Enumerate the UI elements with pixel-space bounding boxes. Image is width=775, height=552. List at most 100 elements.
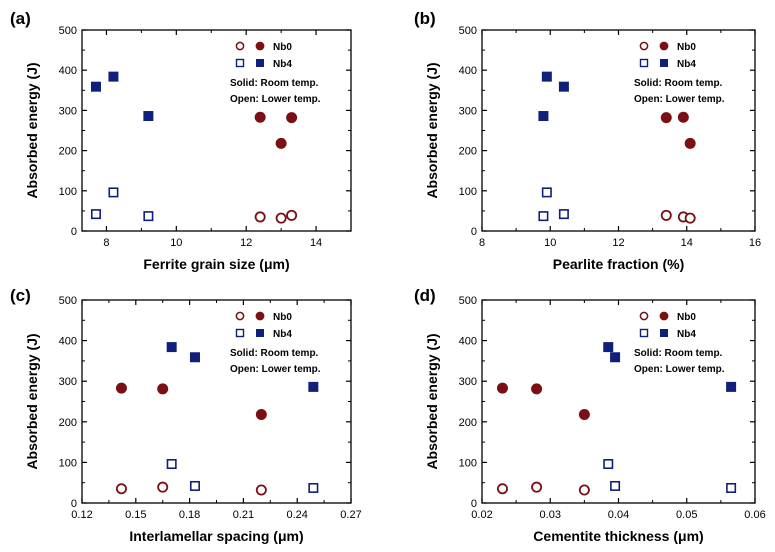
legend-nb0-open-marker: [235, 41, 245, 51]
point-nb0-room-temp: [496, 382, 508, 394]
point-nb4-room-temp: [90, 81, 101, 92]
legend-nb0-open-marker: [235, 311, 245, 321]
legend-nb4-open-marker: [639, 328, 649, 338]
point-nb4-room-temp: [308, 381, 319, 392]
plot-frame: [81, 299, 352, 504]
point-nb0-room-temp: [157, 383, 169, 395]
panel-d: (d) 0 100 200 300 400 500 0.02 0.03 0.04 0.05 0.06 C…: [414, 286, 766, 544]
point-nb4-lower-temp: [189, 480, 200, 491]
y-tick-label: 200: [459, 146, 477, 158]
legend-note-solid: Solid: Room temp.: [634, 348, 723, 359]
point-nb0-room-temp: [531, 383, 543, 395]
y-tick-label: 300: [459, 105, 477, 117]
legend-nb0-label: Nb0: [677, 312, 696, 323]
x-tick-label: 16: [749, 237, 761, 249]
point-nb4-room-temp: [143, 111, 154, 122]
point-nb0-lower-temp: [684, 212, 696, 224]
point-nb4-room-temp: [726, 381, 737, 392]
point-nb0-lower-temp: [531, 481, 543, 493]
point-nb4-room-temp: [189, 352, 200, 363]
legend-note-open: Open: Lower temp.: [634, 364, 725, 375]
legend-nb0-solid-marker: [659, 311, 669, 321]
legend-note-solid: Solid: Room temp.: [230, 78, 319, 89]
plot-frame: [481, 299, 756, 504]
x-tick-label: 0.21: [233, 509, 254, 521]
legend-nb4-label: Nb4: [273, 59, 292, 70]
panel-a: (a) 0 100 200 300 400 500 8 10 12 14 Ferrite grain …: [10, 9, 352, 272]
x-tick-label: 0.05: [676, 509, 697, 521]
point-nb0-room-temp: [286, 112, 298, 124]
point-nb4-room-temp: [541, 71, 552, 82]
legend-nb4-open-marker: [639, 58, 649, 68]
plot-frame: [81, 29, 352, 232]
point-nb0-room-temp: [677, 111, 689, 123]
x-tick-label: 0.27: [340, 509, 361, 521]
y-tick-label: 100: [459, 457, 477, 469]
y-tick-label: 0: [71, 498, 77, 510]
x-tick-label: 0.12: [71, 509, 92, 521]
legend-note-open: Open: Lower temp.: [634, 94, 725, 105]
legend-nb4-solid-marker: [256, 59, 264, 67]
legend-nb4-label: Nb4: [273, 329, 292, 340]
legend: Nb0 Nb4 Solid: Room temp. Open: Lower temp.: [634, 311, 725, 375]
point-nb0-room-temp: [684, 137, 696, 149]
x-tick-label: 0.02: [471, 509, 492, 521]
point-nb4-room-temp: [610, 352, 621, 363]
point-nb4-lower-temp: [90, 209, 101, 220]
legend-nb4-label: Nb4: [677, 59, 696, 70]
legend-nb0-label: Nb0: [273, 42, 292, 53]
legend-nb0-solid-marker: [255, 41, 265, 51]
y-tick-label: 400: [59, 65, 77, 77]
x-axis-label: Ferrite grain size (μm): [143, 256, 289, 272]
y-tick-label: 100: [59, 186, 77, 198]
x-tick-label: 0.24: [286, 509, 307, 521]
legend-nb0-label: Nb0: [273, 312, 292, 323]
legend-nb4-solid-marker: [256, 329, 264, 337]
point-nb0-room-temp: [254, 111, 266, 123]
y-tick-label: 400: [59, 336, 77, 348]
y-tick-label: 300: [459, 376, 477, 388]
panel-label: (c): [10, 286, 31, 305]
y-tick-label: 500: [459, 25, 477, 37]
legend-nb0-solid-marker: [659, 41, 669, 51]
point-nb4-lower-temp: [538, 211, 549, 222]
legend-note-solid: Solid: Room temp.: [230, 348, 319, 359]
y-axis-label: Absorbed energy (J): [24, 62, 40, 198]
y-tick-label: 400: [459, 336, 477, 348]
point-nb4-room-temp: [166, 342, 177, 353]
x-tick-label: 10: [544, 237, 556, 249]
legend-nb4-solid-marker: [660, 329, 668, 337]
legend-note-open: Open: Lower temp.: [230, 364, 321, 375]
legend-nb4-open-marker: [235, 58, 245, 68]
y-tick-label: 500: [59, 25, 77, 37]
y-tick-label: 0: [471, 498, 477, 510]
point-nb4-lower-temp: [108, 187, 119, 198]
legend-note-solid: Solid: Room temp.: [634, 78, 723, 89]
x-axis-label: Pearlite fraction (%): [553, 256, 684, 272]
x-tick-label: 14: [681, 237, 693, 249]
point-nb0-lower-temp: [255, 484, 267, 496]
x-tick-label: 8: [479, 237, 485, 249]
x-tick-label: 10: [170, 237, 182, 249]
y-tick-label: 300: [59, 376, 77, 388]
point-nb0-lower-temp: [275, 212, 287, 224]
y-tick-label: 100: [59, 457, 77, 469]
point-nb4-room-temp: [538, 111, 549, 122]
point-nb0-lower-temp: [115, 483, 127, 495]
x-tick-label: 0.15: [125, 509, 146, 521]
point-nb4-lower-temp: [603, 459, 614, 470]
x-tick-label: 0.18: [179, 509, 200, 521]
panel-b: (b) 0 100 200 300 400 500 8 10 12 14 16 Pearlite fra…: [414, 9, 761, 272]
point-nb4-lower-temp: [541, 187, 552, 198]
legend-nb0-open-marker: [639, 41, 649, 51]
panel-label: (d): [414, 286, 436, 305]
legend-nb0-solid-marker: [255, 311, 265, 321]
point-nb4-lower-temp: [166, 459, 177, 470]
y-axis-label: Absorbed energy (J): [424, 333, 440, 469]
panel-label: (b): [414, 9, 436, 28]
point-nb0-lower-temp: [496, 483, 508, 495]
x-tick-label: 12: [612, 237, 624, 249]
point-nb4-room-temp: [558, 81, 569, 92]
y-tick-label: 200: [459, 417, 477, 429]
